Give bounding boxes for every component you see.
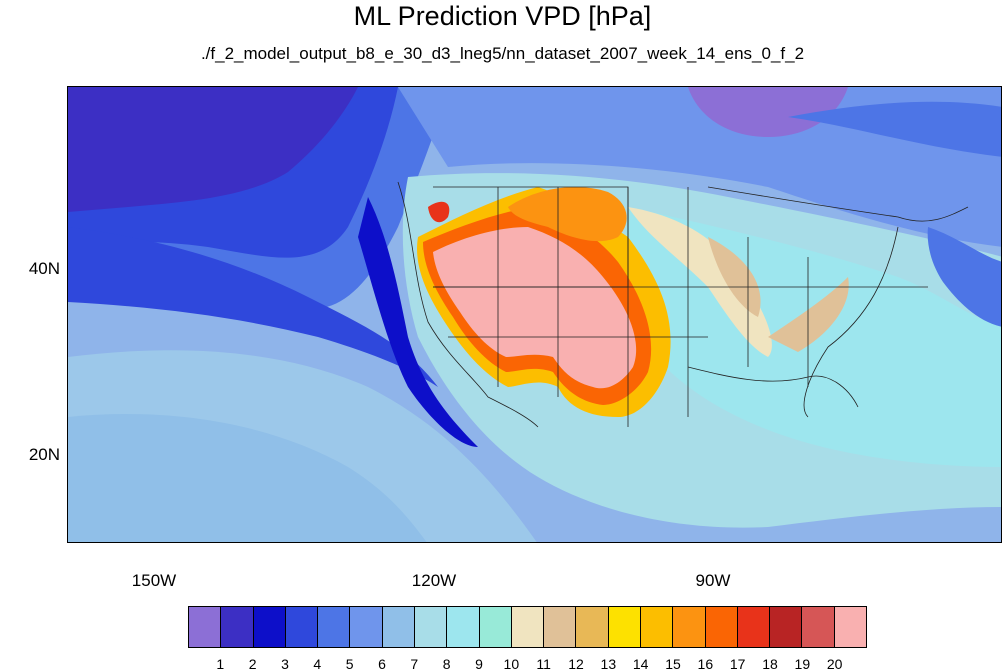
colorbar-tick-label: 14 bbox=[632, 656, 649, 672]
colorbar-tick-label: 7 bbox=[410, 656, 419, 672]
colorbar-tick-label: 13 bbox=[600, 656, 617, 672]
colorbar-tick-label: 16 bbox=[697, 656, 714, 672]
colorbar-tick-label: 20 bbox=[826, 656, 843, 672]
colorbar-cell bbox=[802, 607, 835, 647]
colorbar-tick-label: 19 bbox=[794, 656, 811, 672]
colorbar-cell bbox=[285, 607, 319, 647]
colorbar-cell bbox=[414, 607, 448, 647]
lon-label-90w: 90W bbox=[695, 571, 731, 590]
colorbar-cell bbox=[834, 607, 866, 647]
colorbar bbox=[188, 606, 867, 648]
colorbar-tick-label: 10 bbox=[503, 656, 520, 672]
colorbar-tick-label: 1 bbox=[216, 656, 225, 672]
colorbar-tick-label: 5 bbox=[345, 656, 354, 672]
colorbar-cell bbox=[737, 607, 771, 647]
colorbar-cell bbox=[673, 607, 706, 647]
lon-label-150w: 150W bbox=[131, 571, 177, 590]
colorbar-cell bbox=[640, 607, 674, 647]
colorbar-tick-label: 15 bbox=[665, 656, 681, 672]
lat-label-20n: 20N bbox=[28, 445, 60, 464]
colorbar-tick-label: 4 bbox=[313, 656, 322, 672]
colorbar-tick-label: 17 bbox=[729, 656, 746, 672]
colorbar-labels: 1 2 3 4 5 6 7 8 9 10 11 12 13 14 15 16 17 18 19 20 bbox=[188, 656, 867, 672]
colorbar-cell bbox=[189, 607, 222, 647]
colorbar-cell bbox=[544, 607, 577, 647]
colorbar-cell bbox=[511, 607, 545, 647]
colorbar-tick-label: 2 bbox=[248, 656, 257, 672]
colorbar-cell bbox=[705, 607, 738, 647]
colorbar-cell bbox=[479, 607, 512, 647]
colorbar-cell bbox=[576, 607, 609, 647]
map-panel bbox=[67, 86, 1002, 543]
lon-label-120w: 120W bbox=[411, 571, 457, 590]
chart-title: ML Prediction VPD [hPa] bbox=[353, 1, 652, 31]
colorbar-cell bbox=[350, 607, 383, 647]
colorbar-cell bbox=[382, 607, 415, 647]
colorbar-cell bbox=[318, 607, 351, 647]
chart-subtitle: ./f_2_model_output_b8_e_30_d3_lneg5/nn_d… bbox=[200, 44, 805, 63]
vpd-field bbox=[68, 87, 1001, 542]
colorbar-tick-label: 12 bbox=[568, 656, 584, 672]
colorbar-tick-label: 18 bbox=[762, 656, 778, 672]
colorbar-cell bbox=[253, 607, 286, 647]
colorbar-tick-label: 8 bbox=[442, 656, 451, 672]
colorbar-cell bbox=[447, 607, 480, 647]
lat-label-40n: 40N bbox=[28, 259, 60, 278]
colorbar-tick-label: 9 bbox=[475, 656, 483, 672]
colorbar-tick-label: 11 bbox=[536, 656, 551, 672]
colorbar-cell bbox=[221, 607, 254, 647]
colorbar-cell bbox=[608, 607, 641, 647]
colorbar-cell bbox=[770, 607, 803, 647]
colorbar-tick-label: 6 bbox=[378, 656, 386, 672]
colorbar-tick-label: 3 bbox=[281, 656, 289, 672]
